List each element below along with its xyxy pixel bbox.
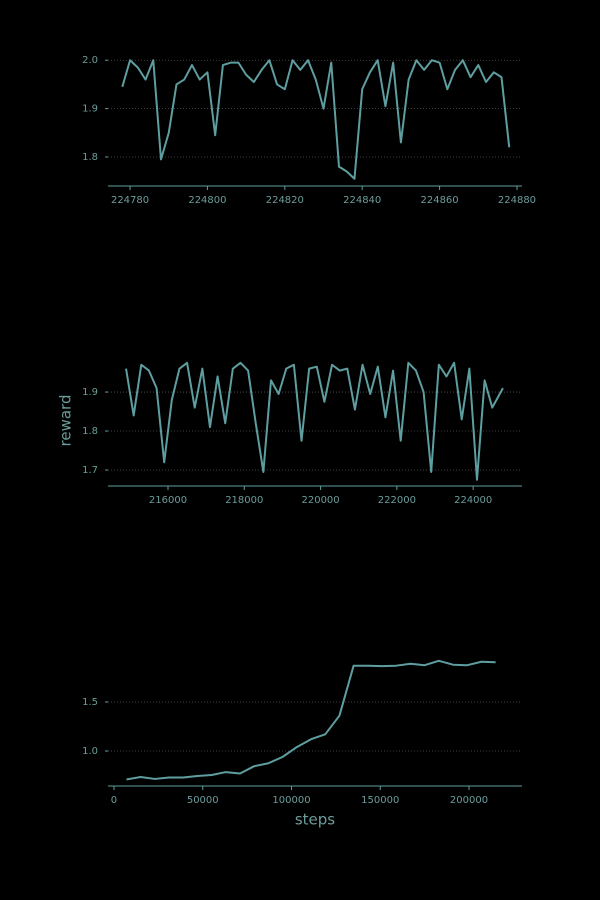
x-tick-label: 0 (111, 795, 117, 806)
x-tick-label: 200000 (450, 795, 488, 806)
x-tick-label: 224840 (343, 195, 381, 206)
y-tick-label: 1.7 (82, 465, 98, 476)
y-tick-label: 1.9 (82, 104, 98, 115)
x-tick-label: 216000 (149, 495, 187, 506)
x-tick-label: 100000 (272, 795, 310, 806)
y-tick-label: 1.0 (82, 746, 98, 757)
y-tick-label: 1.9 (82, 387, 98, 398)
x-tick-label: 224780 (111, 195, 149, 206)
x-tick-label: 224880 (498, 195, 536, 206)
x-tick-label: 218000 (225, 495, 263, 506)
y-tick-label: 1.8 (82, 426, 98, 437)
x-tick-label: 224000 (454, 495, 492, 506)
data-line (125, 361, 504, 481)
x-tick-label: 224820 (266, 195, 304, 206)
x-tick-label: 224800 (188, 195, 226, 206)
data-line (126, 659, 496, 781)
y-tick-label: 1.5 (82, 697, 98, 708)
x-axis-label: steps (295, 811, 335, 829)
y-tick-label: 2.0 (82, 55, 98, 66)
x-tick-label: 150000 (361, 795, 399, 806)
x-tick-label: 220000 (301, 495, 339, 506)
y-axis-label: reward (57, 395, 75, 447)
y-tick-label: 1.8 (82, 152, 98, 163)
x-tick-label: 222000 (378, 495, 416, 506)
x-tick-label: 224860 (420, 195, 458, 206)
x-tick-label: 50000 (187, 795, 219, 806)
data-line (121, 59, 511, 180)
